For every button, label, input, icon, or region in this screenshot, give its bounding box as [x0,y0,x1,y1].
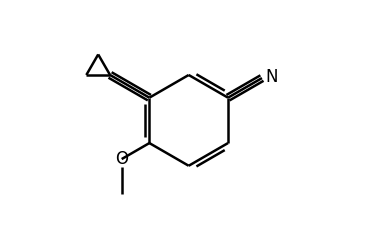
Text: N: N [265,68,277,86]
Text: O: O [115,150,128,168]
